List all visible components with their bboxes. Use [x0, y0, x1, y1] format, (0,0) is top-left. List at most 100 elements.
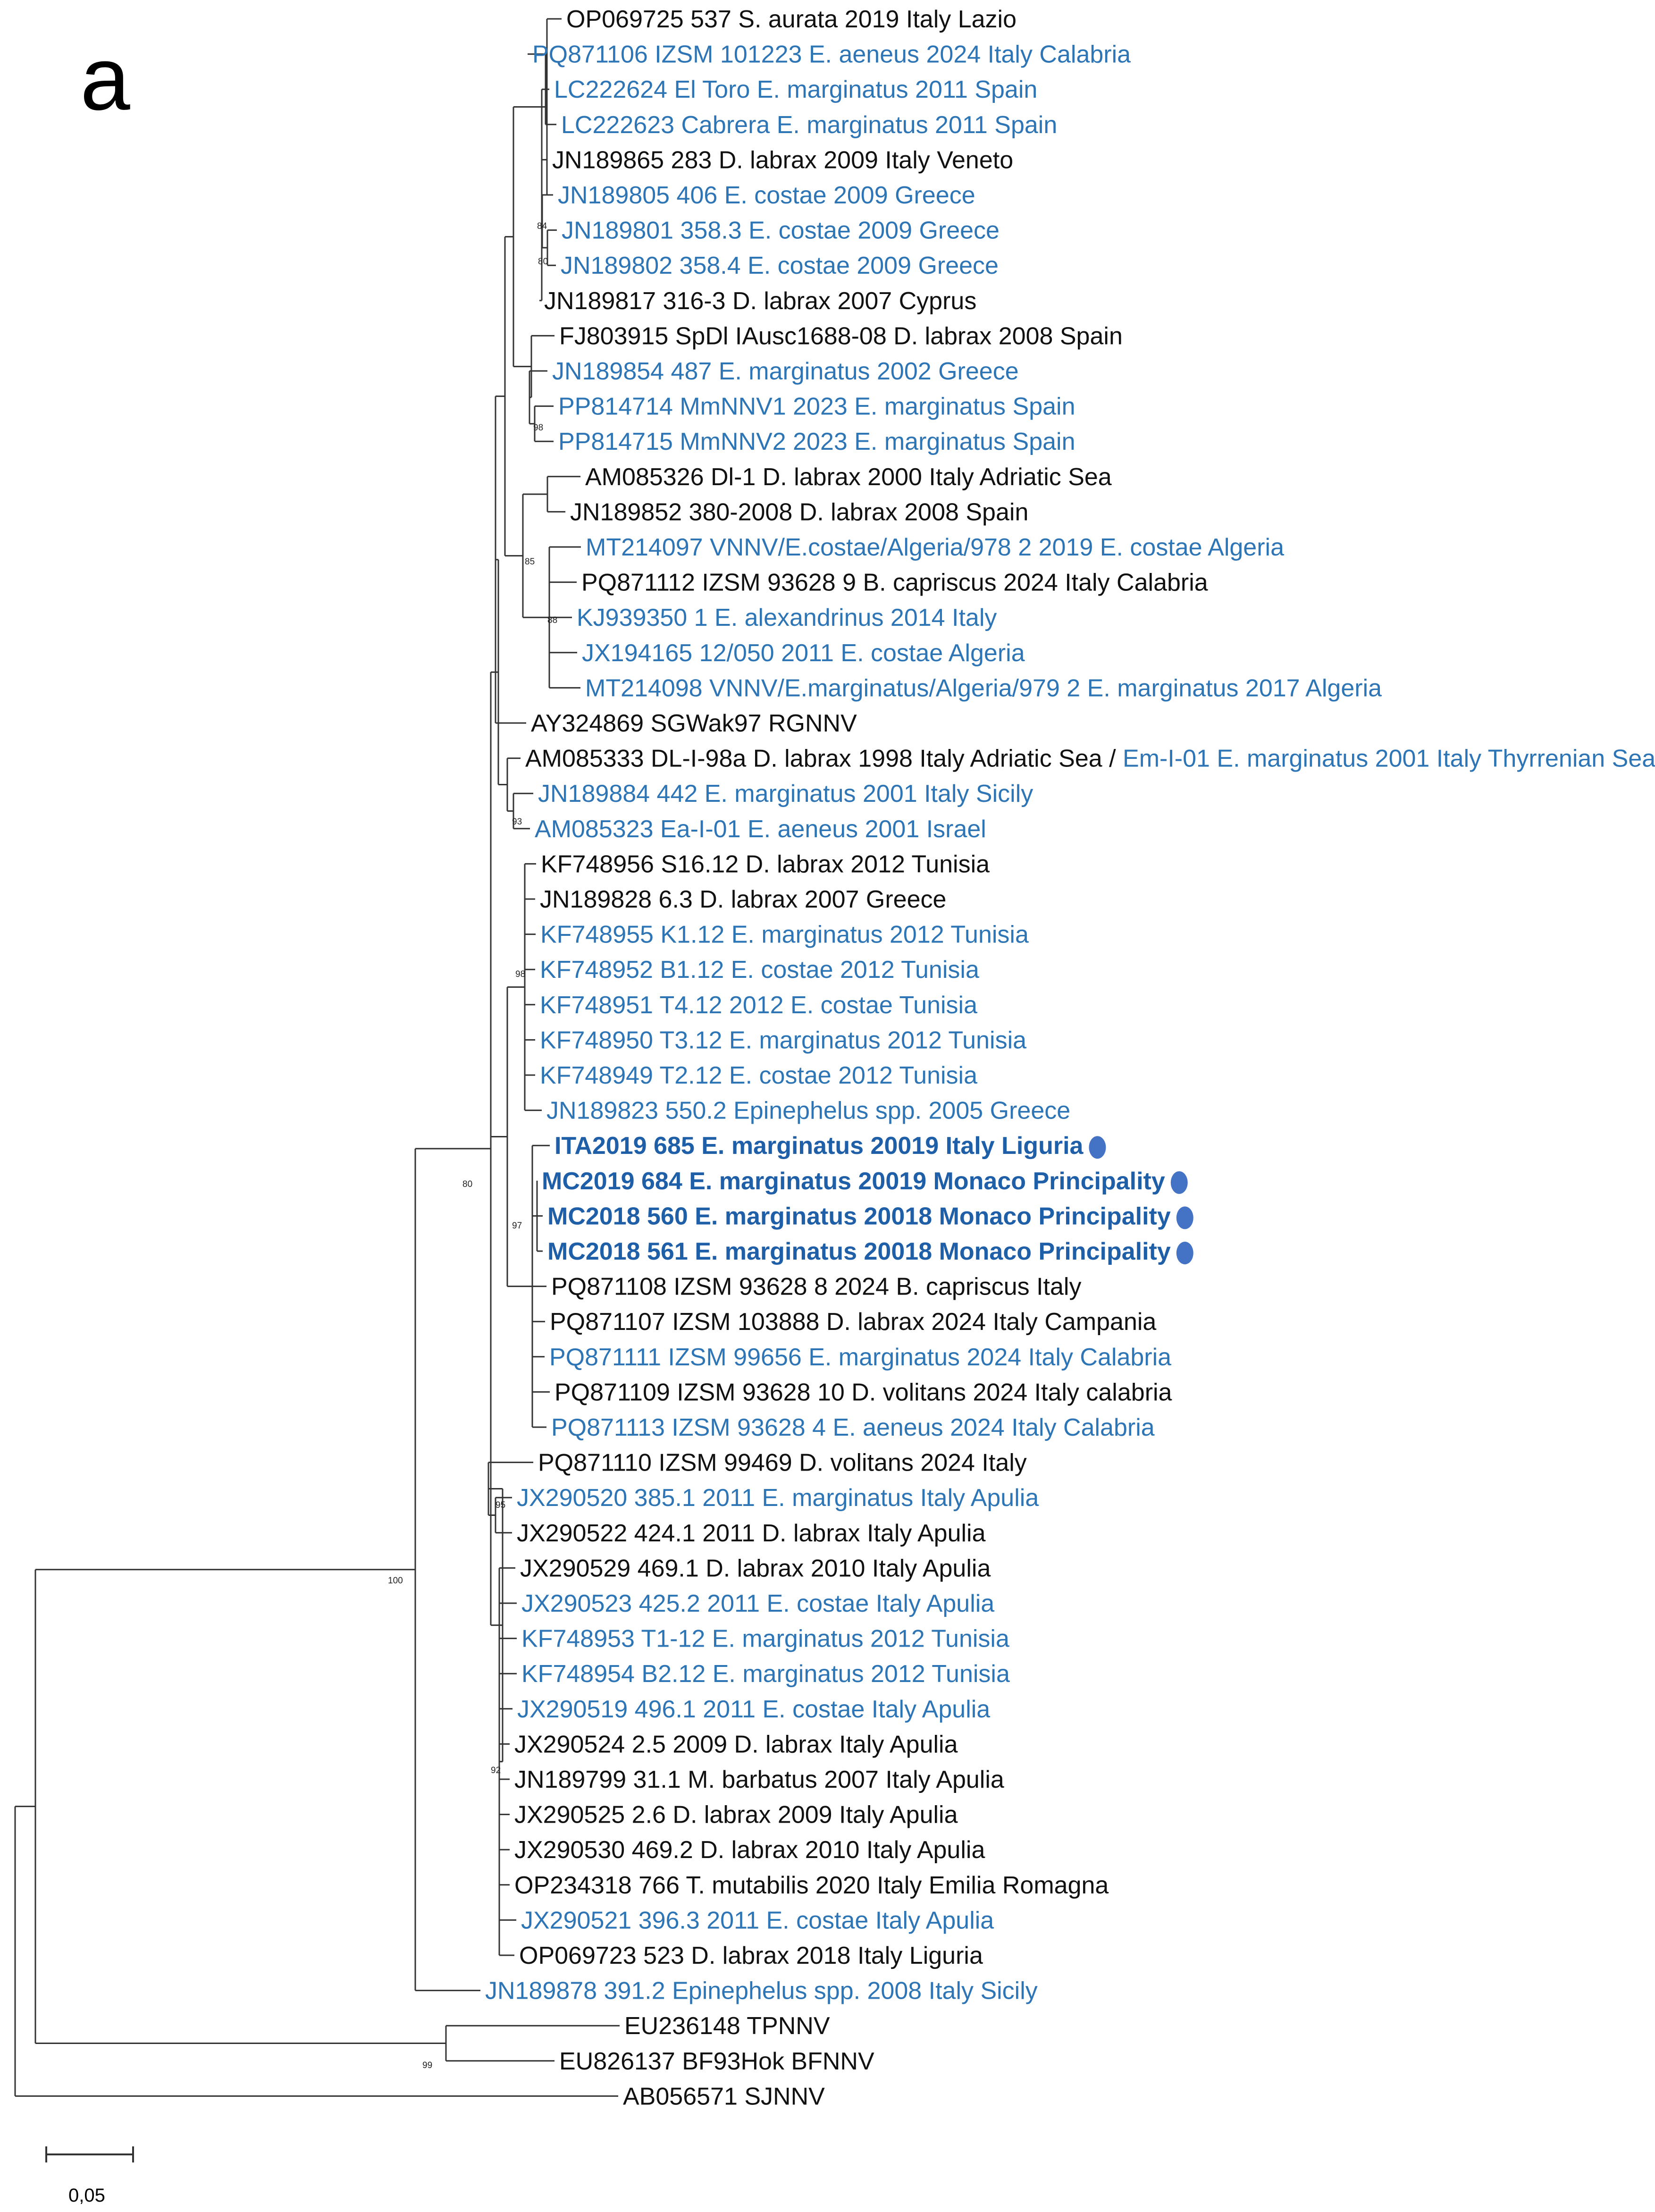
taxon-label: JN189823 550.2 Epinephelus spp. 2005 Gre… — [546, 1097, 1070, 1125]
taxon-label-text: KF748952 B1.12 E. costae 2012 Tunisia — [540, 956, 979, 984]
taxon-label: JN189799 31.1 M. barbatus 2007 Italy Apu… — [514, 1766, 1004, 1793]
taxon-label-text: KJ939350 1 E. alexandrinus 2014 Italy — [577, 604, 997, 631]
taxon-label-text: PQ871113 IZSM 93628 4 E. aeneus 2024 Ita… — [551, 1414, 1155, 1441]
taxon-label-text: JN189828 6.3 D. labrax 2007 Greece — [540, 886, 946, 913]
taxon-label: LC222623 Cabrera E. marginatus 2011 Spai… — [561, 111, 1057, 139]
taxon-label: JX290522 424.1 2011 D. labrax Italy Apul… — [517, 1520, 986, 1547]
taxon-label-text: FJ803915 SpDl IAusc1688-08 D. labrax 200… — [559, 322, 1123, 350]
taxon-label: JN189884 442 E. marginatus 2001 Italy Si… — [538, 780, 1033, 807]
taxon-label-text: PQ871106 IZSM 101223 E. aeneus 2024 Ital… — [532, 41, 1131, 68]
taxon-label: KF748955 K1.12 E. marginatus 2012 Tunisi… — [540, 921, 1029, 949]
taxon-label: KF748954 B2.12 E. marginatus 2012 Tunisi… — [521, 1660, 1010, 1688]
taxon-label: MT214098 VNNV/E.marginatus/Algeria/979 2… — [585, 674, 1382, 702]
sample-marker-dot — [1089, 1136, 1106, 1159]
taxon-label: JX290520 385.1 2011 E. marginatus Italy … — [517, 1484, 1039, 1512]
taxon-label: JN189828 6.3 D. labrax 2007 Greece — [540, 886, 946, 913]
taxon-label: PQ871106 IZSM 101223 E. aeneus 2024 Ital… — [532, 41, 1131, 68]
taxon-label: JX290525 2.6 D. labrax 2009 Italy Apulia — [514, 1801, 958, 1829]
taxon-label: AM085333 DL-I-98a D. labrax 1998 Italy A… — [525, 745, 1655, 773]
taxon-label: JN189854 487 E. marginatus 2002 Greece — [552, 358, 1019, 385]
taxon-label: PQ871110 IZSM 99469 D. volitans 2024 Ita… — [538, 1449, 1027, 1477]
bootstrap-value: 80 — [538, 257, 548, 267]
taxon-label-text: PQ871110 IZSM 99469 D. volitans 2024 Ita… — [538, 1449, 1027, 1477]
taxon-label: KF748952 B1.12 E. costae 2012 Tunisia — [540, 956, 979, 984]
taxon-label: OP069723 523 D. labrax 2018 Italy Liguri… — [519, 1942, 983, 1969]
taxon-label-text: JN189799 31.1 M. barbatus 2007 Italy Apu… — [514, 1766, 1004, 1793]
bootstrap-value: 80 — [462, 1179, 472, 1189]
taxon-label-text: OP069725 537 S. aurata 2019 Italy Lazio — [566, 6, 1017, 33]
taxon-label: LC222624 El Toro E. marginatus 2011 Spai… — [554, 76, 1037, 103]
taxon-label-text: AM085326 Dl-1 D. labrax 2000 Italy Adria… — [585, 463, 1112, 491]
taxon-label-text: OP069723 523 D. labrax 2018 Italy Liguri… — [519, 1942, 983, 1969]
scale-bar-label: 0,05 — [68, 2185, 105, 2206]
taxon-label: JN189817 316-3 D. labrax 2007 Cyprus — [544, 287, 976, 315]
taxon-label-text: AM085323 Ea-I-01 E. aeneus 2001 Israel — [535, 816, 986, 843]
taxon-label: ITA2019 685 E. marginatus 20019 Italy Li… — [554, 1132, 1084, 1160]
taxon-label-text: PP814715 MmNNV2 2023 E. marginatus Spain — [558, 428, 1075, 455]
taxon-label: AY324869 SGWak97 RGNNV — [531, 710, 857, 737]
bootstrap-value: 84 — [537, 221, 547, 231]
bootstrap-value: 92 — [491, 1766, 501, 1775]
bootstrap-value: 88 — [547, 615, 557, 625]
bootstrap-value: 99 — [422, 2061, 432, 2070]
taxon-label: KF748949 T2.12 E. costae 2012 Tunisia — [540, 1062, 977, 1089]
bootstrap-value: 98 — [533, 423, 543, 433]
scale-bar: 0,05 — [45, 2146, 134, 2206]
taxon-label: JN189805 406 E. costae 2009 Greece — [558, 182, 975, 209]
taxon-label-text: KF748953 T1-12 E. marginatus 2012 Tunisi… — [521, 1625, 1009, 1653]
tree-branches — [14, 18, 620, 2097]
taxon-label: PQ871109 IZSM 93628 10 D. volitans 2024 … — [554, 1379, 1172, 1406]
taxon-label: KF748953 T1-12 E. marginatus 2012 Tunisi… — [521, 1625, 1009, 1653]
taxon-label-text: PQ871107 IZSM 103888 D. labrax 2024 Ital… — [550, 1308, 1156, 1336]
taxon-label-text: AM085333 DL-I-98a D. labrax 1998 Italy A… — [525, 745, 1123, 773]
taxon-label-text: KF748954 B2.12 E. marginatus 2012 Tunisi… — [521, 1660, 1010, 1688]
taxon-label: PQ871108 IZSM 93628 8 2024 B. capriscus … — [551, 1273, 1081, 1301]
taxon-label-text: PQ871109 IZSM 93628 10 D. volitans 2024 … — [554, 1379, 1172, 1406]
sample-marker-dot — [1176, 1206, 1193, 1229]
taxon-label-text: JX290529 469.1 D. labrax 2010 Italy Apul… — [520, 1555, 991, 1582]
taxon-label-text: EU826137 BF93Hok BFNNV — [559, 2048, 874, 2075]
bootstrap-value: 100 — [388, 1576, 403, 1586]
taxon-label-text: JX194165 12/050 2011 E. costae Algeria — [582, 639, 1025, 667]
sample-marker-dot — [1170, 1171, 1188, 1194]
taxon-label: JN189802 358.4 E. costae 2009 Greece — [561, 252, 999, 279]
taxon-label: KF748950 T3.12 E. marginatus 2012 Tunisi… — [540, 1026, 1026, 1054]
taxon-label: JN189801 358.3 E. costae 2009 Greece — [562, 217, 1000, 244]
taxon-label-text: KF748949 T2.12 E. costae 2012 Tunisia — [540, 1062, 977, 1089]
taxon-label: JX290523 425.2 2011 E. costae Italy Apul… — [521, 1590, 994, 1617]
bootstrap-value: 95 — [496, 1500, 505, 1510]
taxon-label-text: JX290523 425.2 2011 E. costae Italy Apul… — [521, 1590, 994, 1617]
taxon-label: EU236148 TPNNV — [624, 2012, 830, 2040]
taxon-label-text: JX290521 396.3 2011 E. costae Italy Apul… — [521, 1907, 994, 1934]
taxon-label: KJ939350 1 E. alexandrinus 2014 Italy — [577, 604, 997, 631]
taxon-label: EU826137 BF93Hok BFNNV — [559, 2048, 874, 2075]
taxon-label-text: KF748951 T4.12 2012 E. costae Tunisia — [540, 992, 977, 1019]
bootstrap-values: 84 80 98 85 88 93 98 80 97 95 92 100 99 — [388, 221, 557, 2070]
taxon-label: PP814714 MmNNV1 2023 E. marginatus Spain — [558, 393, 1075, 421]
taxon-label: AB056571 SJNNV — [623, 2083, 825, 2110]
taxon-label: PQ871112 IZSM 93628 9 B. capriscus 2024 … — [581, 569, 1208, 597]
taxon-label: AM085323 Ea-I-01 E. aeneus 2001 Israel — [535, 816, 986, 843]
taxon-label: PP814715 MmNNV2 2023 E. marginatus Spain — [558, 428, 1075, 455]
bootstrap-value: 97 — [512, 1221, 522, 1231]
taxon-label-text: JX290524 2.5 2009 D. labrax Italy Apulia — [514, 1731, 958, 1758]
taxon-label-text: JX290530 469.2 D. labrax 2010 Italy Apul… — [514, 1836, 985, 1864]
taxon-label-text: MT214098 VNNV/E.marginatus/Algeria/979 2… — [585, 674, 1382, 702]
taxon-label-text: JX290525 2.6 D. labrax 2009 Italy Apulia — [514, 1801, 958, 1829]
taxon-label: JX290529 469.1 D. labrax 2010 Italy Apul… — [520, 1555, 991, 1582]
bootstrap-value: 93 — [512, 817, 522, 827]
taxon-label-text: MT214097 VNNV/E.costae/Algeria/978 2 201… — [586, 534, 1284, 561]
taxon-label: OP069725 537 S. aurata 2019 Italy Lazio — [566, 6, 1017, 33]
taxon-label-secondary: Em-I-01 E. marginatus 2001 Italy Thyrren… — [1123, 745, 1655, 773]
taxon-label-text: LC222623 Cabrera E. marginatus 2011 Spai… — [561, 111, 1057, 139]
taxon-label: MC2018 561 E. marginatus 20018 Monaco Pr… — [547, 1238, 1171, 1265]
taxon-label-text: PP814714 MmNNV1 2023 E. marginatus Spain — [558, 393, 1075, 421]
taxon-label-text: LC222624 El Toro E. marginatus 2011 Spai… — [554, 76, 1037, 103]
taxon-label: JX290519 496.1 2011 E. costae Italy Apul… — [517, 1696, 990, 1723]
bootstrap-value: 85 — [525, 557, 535, 567]
taxon-label-text: MC2018 561 E. marginatus 20018 Monaco Pr… — [547, 1238, 1171, 1265]
taxon-label-text: PQ871111 IZSM 99656 E. marginatus 2024 I… — [549, 1344, 1171, 1371]
taxon-label-text: OP234318 766 T. mutabilis 2020 Italy Emi… — [514, 1872, 1109, 1899]
taxon-label-text: JN189865 283 D. labrax 2009 Italy Veneto — [552, 146, 1013, 174]
taxon-label-text: JN189817 316-3 D. labrax 2007 Cyprus — [544, 287, 976, 315]
